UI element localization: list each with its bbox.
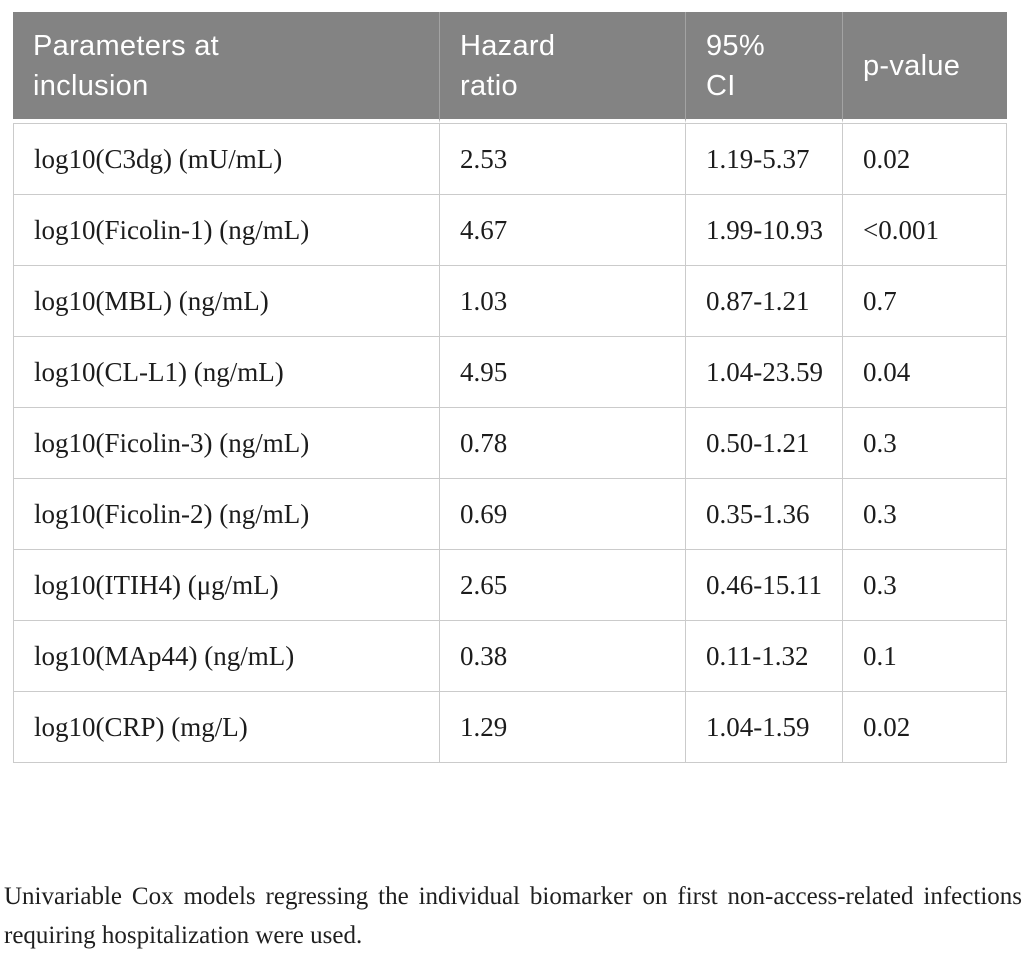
p-value-cell: 0.02 — [843, 123, 1007, 195]
parameter-cell: log10(Ficolin-3) (ng/mL) — [13, 408, 440, 479]
ci-cell: 0.35-1.36 — [686, 479, 843, 550]
col-header-hazard-ratio: Hazard ratio — [440, 12, 686, 123]
p-value-cell: 0.04 — [843, 337, 1007, 408]
p-value-cell: 0.7 — [843, 266, 1007, 337]
ci-value: 1.99-10.93 — [706, 215, 823, 245]
table-row: log10(ITIH4) (μg/mL) 2.65 0.46-15.11 0.3 — [13, 550, 1007, 621]
parameter-cell: log10(CRP) (mg/L) — [13, 692, 440, 763]
p-value-cell: 0.3 — [843, 479, 1007, 550]
p-value-cell: 0.3 — [843, 408, 1007, 479]
header-row: Parameters at inclusion Hazard ratio 95%… — [13, 12, 1007, 123]
cox-regression-table: Parameters at inclusion Hazard ratio 95%… — [13, 12, 1007, 763]
col-header-hazard-ratio-label: Hazard ratio — [460, 29, 556, 102]
ci-value: 0.50-1.21 — [706, 428, 810, 458]
hazard-ratio-cell: 2.65 — [440, 550, 686, 621]
ci-cell: 0.50-1.21 — [686, 408, 843, 479]
parameter-cell: log10(Ficolin-2) (ng/mL) — [13, 479, 440, 550]
table-row: log10(Ficolin-1) (ng/mL) 4.67 1.99-10.93… — [13, 195, 1007, 266]
ci-cell: 1.04-23.59 — [686, 337, 843, 408]
table-row: log10(C3dg) (mU/mL) 2.53 1.19-5.37 0.02 — [13, 123, 1007, 195]
table-row: log10(Ficolin-2) (ng/mL) 0.69 0.35-1.36 … — [13, 479, 1007, 550]
hazard-ratio-cell: 4.67 — [440, 195, 686, 266]
col-header-ci: 95% CI — [686, 12, 843, 123]
parameter-cell: log10(MBL) (ng/mL) — [13, 266, 440, 337]
table-row: log10(MAp44) (ng/mL) 0.38 0.11-1.32 0.1 — [13, 621, 1007, 692]
ci-value: 0.35-1.36 — [706, 499, 810, 529]
parameter-cell: log10(CL-L1) (ng/mL) — [13, 337, 440, 408]
col-header-parameters-label: Parameters at inclusion — [33, 29, 220, 102]
hazard-ratio-cell: 1.29 — [440, 692, 686, 763]
ci-value: 1.19-5.37 — [706, 144, 810, 174]
hazard-ratio-cell: 0.38 — [440, 621, 686, 692]
parameter-cell: log10(Ficolin-1) (ng/mL) — [13, 195, 440, 266]
p-value-cell: 0.3 — [843, 550, 1007, 621]
table-row: log10(CL-L1) (ng/mL) 4.95 1.04-23.59 0.0… — [13, 337, 1007, 408]
ci-value: 0.87-1.21 — [706, 286, 810, 316]
p-value-cell: 0.1 — [843, 621, 1007, 692]
p-value-cell: <0.001 — [843, 195, 1007, 266]
ci-cell: 0.11-1.32 — [686, 621, 843, 692]
table-row: log10(MBL) (ng/mL) 1.03 0.87-1.21 0.7 — [13, 266, 1007, 337]
ci-value: 0.11-1.32 — [706, 641, 809, 671]
col-header-ci-label: 95% CI — [706, 29, 765, 102]
hazard-ratio-cell: 1.03 — [440, 266, 686, 337]
parameter-cell: log10(C3dg) (mU/mL) — [13, 123, 440, 195]
p-value-cell: 0.02 — [843, 692, 1007, 763]
col-header-parameters: Parameters at inclusion — [13, 12, 440, 123]
ci-cell: 1.04-1.59 — [686, 692, 843, 763]
hazard-ratio-cell: 0.69 — [440, 479, 686, 550]
ci-value: 0.46-15.11 — [706, 570, 822, 600]
ci-cell: 0.46-15.11 — [686, 550, 843, 621]
col-header-p-value: p-value — [843, 12, 1007, 123]
table-row: log10(Ficolin-3) (ng/mL) 0.78 0.50-1.21 … — [13, 408, 1007, 479]
ci-cell: 1.19-5.37 — [686, 123, 843, 195]
ci-value: 1.04-23.59 — [706, 357, 823, 387]
hazard-ratio-cell: 2.53 — [440, 123, 686, 195]
col-header-p-value-label: p-value — [863, 49, 961, 82]
parameter-cell: log10(MAp44) (ng/mL) — [13, 621, 440, 692]
parameter-cell: log10(ITIH4) (μg/mL) — [13, 550, 440, 621]
ci-cell: 0.87-1.21 — [686, 266, 843, 337]
ci-value: 1.04-1.59 — [706, 712, 810, 742]
ci-cell: 1.99-10.93 — [686, 195, 843, 266]
table-footnote: Univariable Cox models regressing the in… — [4, 883, 1022, 949]
hazard-ratio-cell: 0.78 — [440, 408, 686, 479]
table-row: log10(CRP) (mg/L) 1.29 1.04-1.59 0.02 — [13, 692, 1007, 763]
hazard-ratio-cell: 4.95 — [440, 337, 686, 408]
